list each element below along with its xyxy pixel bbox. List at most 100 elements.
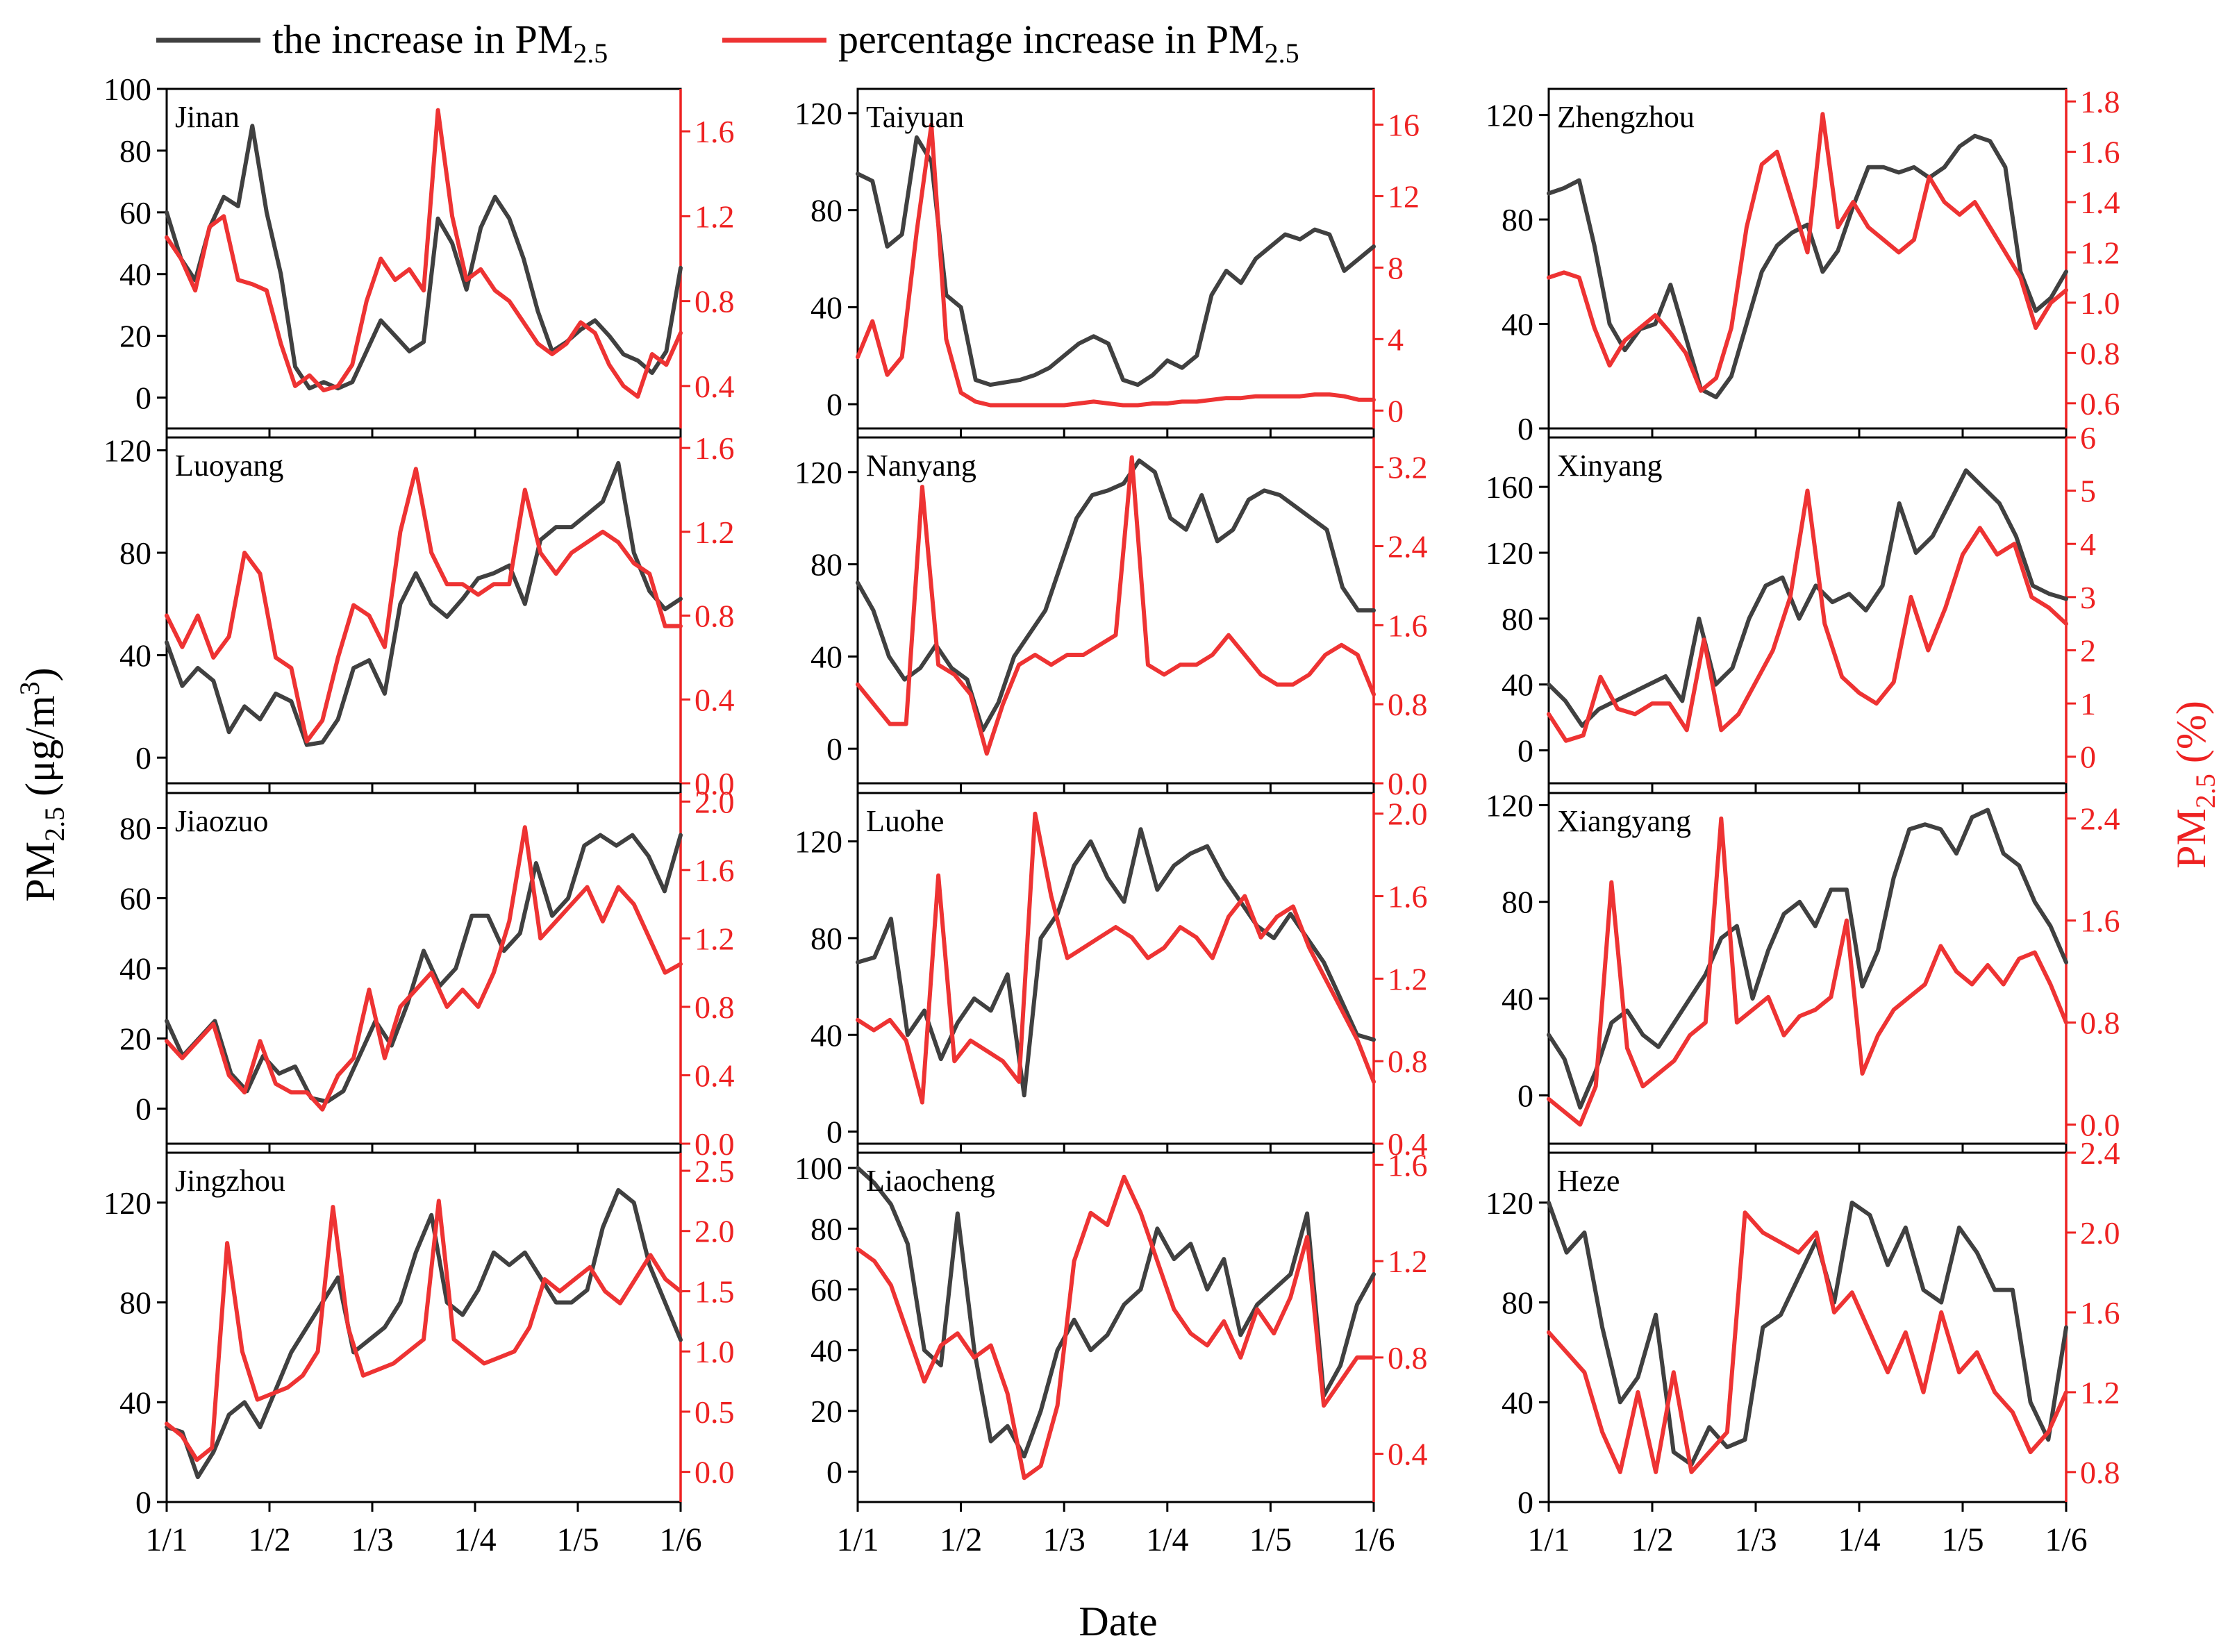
series-increase-liaocheng: [856, 1165, 1376, 1459]
series-increase-taiyuan: [856, 135, 1376, 387]
x-tick-label: 1/3: [1734, 1521, 1777, 1558]
panel-frame: [856, 792, 1375, 1145]
x-tick-label: 1/3: [351, 1521, 393, 1558]
x-tick-label: 1/4: [1838, 1521, 1880, 1558]
left-tick-label: 120: [1486, 787, 1533, 823]
right-tick-label: 1.6: [2080, 903, 2120, 939]
left-tick-label: 0: [135, 1092, 151, 1127]
series-increase-luohe: [856, 827, 1376, 1098]
left-tick-label: 160: [1486, 469, 1533, 505]
left-tick-label: 80: [119, 1285, 151, 1321]
x-axis-label: Date: [1079, 1599, 1157, 1644]
x-tick-label: 1/1: [1527, 1521, 1570, 1558]
left-tick-label: 40: [1502, 1385, 1533, 1420]
series-increase-xiangyang: [1547, 808, 2068, 1110]
right-tick-label: 0.8: [2080, 1455, 2120, 1490]
right-tick-label: 12: [1388, 178, 1420, 214]
left-tick-label: 80: [810, 1211, 842, 1246]
right-tick-label: 1.2: [695, 921, 735, 956]
city-label: Xiangyang: [1557, 804, 1691, 838]
series-increase-jingzhou: [165, 1187, 683, 1480]
right-tick-label: 1.2: [695, 199, 735, 234]
left-tick-label: 0: [826, 1454, 842, 1490]
x-tick-label: 1/5: [1941, 1521, 1984, 1558]
left-tick-label: 40: [119, 257, 151, 292]
panel-zhengzhou: 0 40 80 120 0.6 0.8 1.0 1.2 1.4 1.6 1.8 Zhengzhou: [1486, 84, 2120, 447]
city-label: Luoyang: [175, 449, 283, 483]
series-pct-jiaozuo: [165, 825, 683, 1112]
panel-frame: [856, 87, 1375, 430]
right-tick-label: 0.0: [2080, 1107, 2120, 1142]
panel-jiaozuo: 0 20 40 60 80 0.0 0.4 0.8 1.2 1.6 2.0 Jiaozuo: [119, 784, 735, 1162]
x-tick-label: 1/1: [836, 1521, 879, 1558]
left-tick-label: 60: [810, 1272, 842, 1308]
right-tick-label: 0.4: [695, 682, 735, 717]
city-label: Taiyuan: [866, 100, 964, 134]
right-tick-label: 0.8: [1388, 687, 1428, 722]
panel-heze: 0 40 80 120 0.8 1.2 1.6 2.0 2.4 1/1 1/2 1/3 1/4 1/5 1/…: [1486, 1135, 2120, 1558]
right-tick-label: 1.2: [1388, 1244, 1428, 1279]
city-label: Jingzhou: [175, 1164, 285, 1198]
right-tick-label: 3.2: [1388, 450, 1428, 485]
left-tick-label: 40: [810, 1017, 842, 1053]
right-tick-label: 0.0: [695, 766, 735, 801]
left-tick-label: 120: [103, 1185, 151, 1221]
series-increase-luoyang: [165, 460, 683, 747]
right-tick-label: 2.0: [695, 1214, 735, 1249]
x-tick-label: 1/4: [454, 1521, 496, 1558]
right-tick-label: 0.8: [2080, 335, 2120, 371]
right-tick-label: 0.8: [695, 284, 735, 319]
left-tick-label: 40: [810, 1333, 842, 1368]
left-tick-label: 40: [119, 951, 151, 987]
left-tick-label: 20: [119, 319, 151, 354]
panel-jingzhou: 0 40 80 120 0.0 0.5 1.0 1.5 2.0 2.5 1/1 1/2 1/3 1/4 1/…: [103, 1151, 735, 1558]
left-tick-label: 60: [119, 881, 151, 917]
left-tick-label: 120: [1486, 535, 1533, 571]
city-label: Luohe: [866, 804, 944, 838]
y-axis-right-label: PM2.5 (%): [2168, 701, 2221, 869]
series-pct-heze: [1547, 1210, 2068, 1474]
x-tick-label: 1/3: [1043, 1521, 1086, 1558]
left-tick-label: 0: [135, 740, 151, 776]
panel-taiyuan: 0 40 80 120 0 4 8 12 16 Taiyuan: [795, 87, 1420, 438]
right-tick-label: 0.4: [695, 1058, 735, 1093]
right-tick-label: 1.6: [695, 431, 735, 466]
series-pct-zhengzhou: [1547, 112, 2068, 393]
series-pct-xinyang: [1547, 488, 2068, 743]
right-tick-label: 0.5: [695, 1394, 735, 1430]
right-tick-label: 1.5: [695, 1274, 735, 1309]
left-tick-label: 0: [1517, 411, 1533, 447]
right-tick-label: 1: [2080, 686, 2096, 721]
series-pct-luohe: [856, 811, 1376, 1105]
right-tick-label: 2.5: [695, 1153, 735, 1189]
series-increase-jiaozuo: [165, 833, 683, 1104]
x-tick-label: 1/4: [1146, 1521, 1188, 1558]
left-tick-label: 40: [810, 639, 842, 674]
left-tick-label: 0: [1517, 733, 1533, 769]
left-tick-label: 80: [119, 535, 151, 571]
city-label: Heze: [1557, 1164, 1620, 1198]
panel-luohe: 0 40 80 120 0.4 0.8 1.2 1.6 2.0 Luohe: [795, 792, 1428, 1162]
left-tick-label: 80: [1502, 601, 1533, 637]
right-tick-label: 1.4: [2080, 185, 2120, 220]
right-tick-label: 0.0: [1388, 766, 1428, 801]
left-tick-label: 80: [119, 811, 151, 846]
city-label: Xinyang: [1557, 449, 1663, 483]
panel-xinyang: 0 40 80 120 160 0 1 2 3 4 5 6 Xinyang: [1486, 420, 2096, 793]
left-tick-label: 100: [103, 72, 151, 107]
left-tick-label: 0: [1517, 1078, 1533, 1113]
city-label: Jinan: [175, 100, 240, 134]
series-pct-liaocheng: [856, 1174, 1376, 1480]
series-increase-heze: [1547, 1200, 2068, 1467]
left-tick-label: 80: [1502, 885, 1533, 920]
right-tick-label: 0.8: [695, 990, 735, 1025]
right-tick-label: 2: [2080, 633, 2096, 668]
right-tick-label: 2.4: [2080, 801, 2120, 837]
left-tick-label: 100: [795, 1151, 842, 1186]
panels: 0204060801000.40.81.21.6Jinan04080120048…: [103, 72, 2120, 1558]
left-tick-label: 120: [795, 96, 842, 131]
left-tick-label: 20: [119, 1021, 151, 1057]
city-label: Nanyang: [866, 449, 976, 483]
city-label: Zhengzhou: [1557, 100, 1695, 134]
